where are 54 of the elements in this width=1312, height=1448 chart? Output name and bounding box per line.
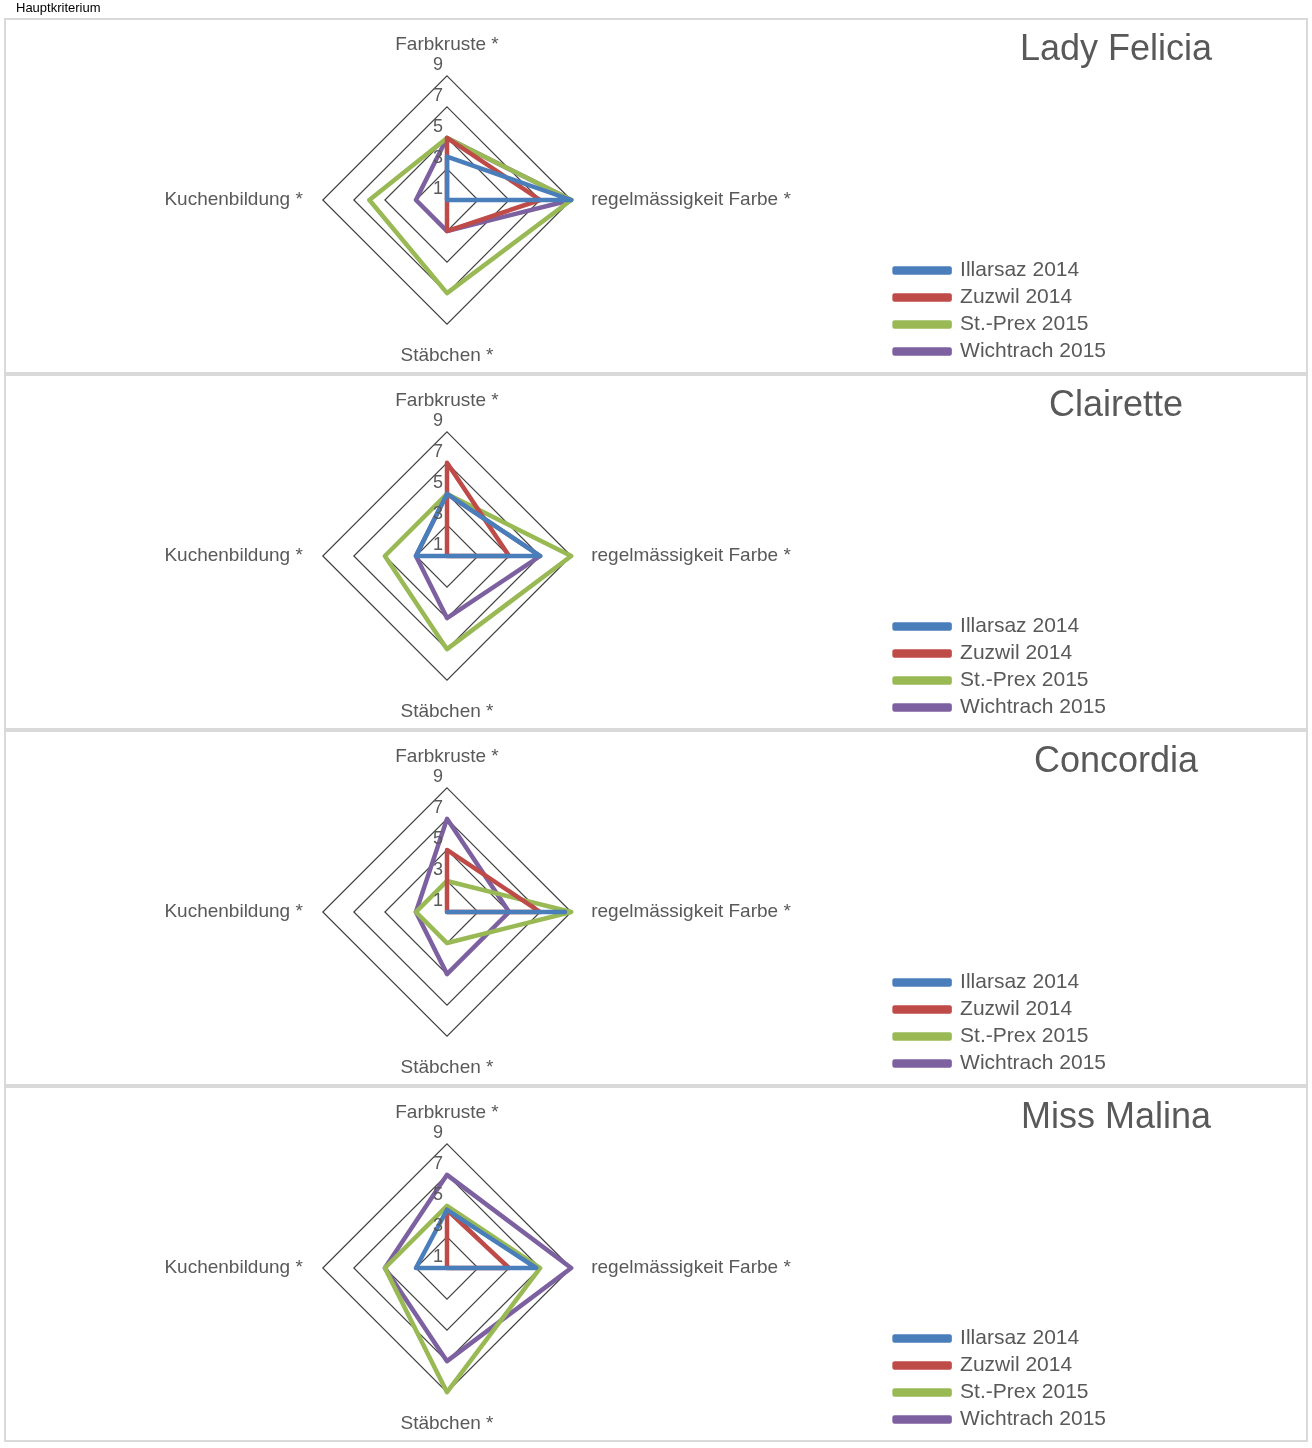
legend-label: Wichtrach 2015	[960, 1406, 1106, 1430]
y-tick-label: 7	[432, 440, 443, 461]
legend-label: St.-Prex 2015	[960, 667, 1089, 691]
legend-label: Wichtrach 2015	[960, 694, 1106, 718]
spoke-label: Farbkruste *	[395, 1100, 500, 1122]
spoke-label: regelmässigkeit Farbe *	[591, 900, 792, 922]
legend-label: Illarsaz 2014	[960, 613, 1080, 637]
spoke-label: Kuchenbildung *	[164, 188, 304, 210]
y-tick-label: 9	[432, 1121, 443, 1142]
legend-label: Wichtrach 2015	[960, 1050, 1106, 1074]
y-tick-label: 7	[432, 84, 443, 105]
spoke-label: Kuchenbildung *	[164, 1256, 304, 1278]
legend-label: Zuzwil 2014	[960, 284, 1073, 308]
spoke-label: Stäbchen *	[400, 699, 495, 721]
legend-label: St.-Prex 2015	[960, 1023, 1089, 1047]
spoke-label: Farbkruste *	[395, 388, 500, 410]
chart-title: Miss Malina	[1020, 1094, 1212, 1136]
legend-label: Zuzwil 2014	[960, 1352, 1073, 1376]
y-tick-label: 1	[432, 177, 443, 198]
legend-label: Zuzwil 2014	[960, 640, 1073, 664]
y-tick-label: 7	[432, 1152, 443, 1173]
spoke-label: regelmässigkeit Farbe *	[591, 544, 792, 566]
chart-title: Clairette	[1048, 382, 1184, 424]
y-tick-label: 1	[432, 889, 443, 910]
legend-label: Illarsaz 2014	[960, 969, 1080, 993]
legend-label: St.-Prex 2015	[960, 311, 1089, 335]
y-tick-label: 3	[432, 858, 443, 879]
y-tick-label: 7	[432, 796, 443, 817]
y-tick-label: 9	[432, 409, 443, 430]
legend-label: St.-Prex 2015	[960, 1379, 1089, 1403]
y-tick-label: 1	[432, 533, 443, 554]
spoke-label: regelmässigkeit Farbe *	[591, 188, 792, 210]
legend-label: Zuzwil 2014	[960, 996, 1073, 1020]
spoke-label: Stäbchen *	[400, 1411, 495, 1433]
y-tick-label: 5	[432, 115, 443, 136]
legend-label: Illarsaz 2014	[960, 1325, 1080, 1349]
y-tick-label: 5	[432, 471, 443, 492]
spoke-label: Kuchenbildung *	[164, 900, 304, 922]
spoke-label: Stäbchen *	[400, 1055, 495, 1077]
y-tick-label: 5	[432, 1183, 443, 1204]
y-tick-label: 5	[432, 827, 443, 848]
spoke-label: Stäbchen *	[400, 343, 495, 365]
spoke-label: Farbkruste *	[395, 744, 500, 766]
legend-label: Wichtrach 2015	[960, 338, 1106, 362]
chart-title: Concordia	[1033, 738, 1200, 780]
spoke-label: Farbkruste *	[395, 32, 500, 54]
legend-label: Illarsaz 2014	[960, 257, 1080, 281]
y-tick-label: 9	[432, 53, 443, 74]
y-tick-label: 9	[432, 765, 443, 786]
text: Hauptkriterium	[15, 0, 102, 17]
spoke-label: regelmässigkeit Farbe *	[591, 1256, 792, 1278]
y-tick-label: 1	[432, 1245, 443, 1266]
spoke-label: Kuchenbildung *	[164, 544, 304, 566]
chart-title: Lady Felicia	[1019, 26, 1214, 68]
